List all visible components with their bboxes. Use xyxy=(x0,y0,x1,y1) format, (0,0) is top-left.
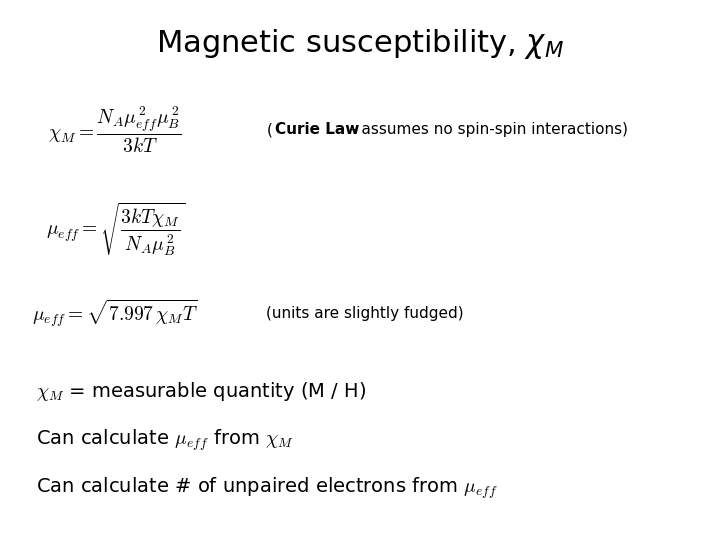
Text: $\mu_{eff} = \sqrt{7.997\,\chi_M T}$: $\mu_{eff} = \sqrt{7.997\,\chi_M T}$ xyxy=(32,298,198,329)
Text: (units are slightly fudged): (units are slightly fudged) xyxy=(266,306,464,321)
Text: $\chi_M = \dfrac{N_A\mu_{eff}^{\,2}\mu_B^{\,2}}{3kT}$: $\chi_M = \dfrac{N_A\mu_{eff}^{\,2}\mu_B… xyxy=(48,105,182,154)
Text: Magnetic susceptibility, $\chi_M$: Magnetic susceptibility, $\chi_M$ xyxy=(156,27,564,61)
Text: Can calculate $\mu_{eff}$ from $\chi_M$: Can calculate $\mu_{eff}$ from $\chi_M$ xyxy=(36,427,294,453)
Text: – assumes no spin-spin interactions): – assumes no spin-spin interactions) xyxy=(349,122,628,137)
Text: $\chi_M$ = measurable quantity (M / H): $\chi_M$ = measurable quantity (M / H) xyxy=(36,380,366,403)
Text: (: ( xyxy=(266,122,272,137)
Text: $\mu_{eff} = \sqrt{\dfrac{3kT\chi_M}{N_A\mu_B^{\,2}}}$: $\mu_{eff} = \sqrt{\dfrac{3kT\chi_M}{N_A… xyxy=(45,200,185,259)
Text: Curie Law: Curie Law xyxy=(275,122,359,137)
Text: Can calculate # of unpaired electrons from $\mu_{eff}$: Can calculate # of unpaired electrons fr… xyxy=(36,476,498,502)
